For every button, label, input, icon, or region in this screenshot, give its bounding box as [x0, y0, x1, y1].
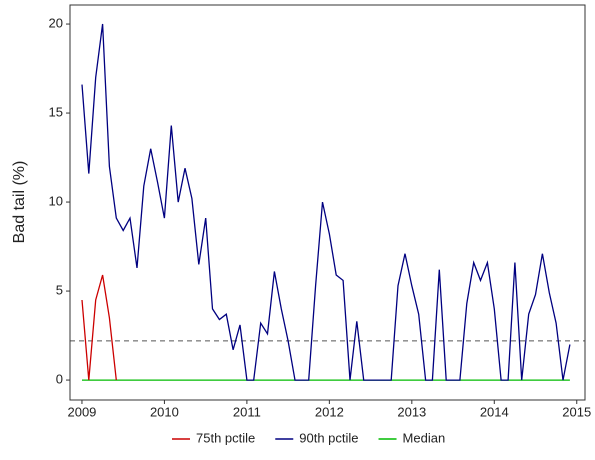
y-tick-label: 10: [49, 193, 63, 208]
y-tick-label: 0: [56, 372, 63, 387]
x-tick-label: 2009: [67, 404, 96, 419]
x-tick-label: 2015: [562, 404, 591, 419]
series-line: [81, 23, 571, 381]
y-tick-label: 15: [49, 104, 63, 119]
plot-border: [69, 4, 586, 401]
x-tick-label: 2012: [315, 404, 344, 419]
x-tick-label: 2014: [480, 404, 509, 419]
x-tick-label: 2013: [397, 404, 426, 419]
legend-label: 90th pctile: [299, 430, 358, 445]
legend-label: Median: [403, 430, 446, 445]
y-tick-label: 5: [56, 282, 63, 297]
y-axis-label: Bad tail (%): [11, 161, 28, 244]
legend-label: 75th pctile: [196, 430, 255, 445]
y-tick-label: 20: [49, 15, 63, 30]
x-tick-label: 2010: [150, 404, 179, 419]
series-line: [81, 274, 117, 381]
x-tick-label: 2011: [233, 404, 261, 419]
